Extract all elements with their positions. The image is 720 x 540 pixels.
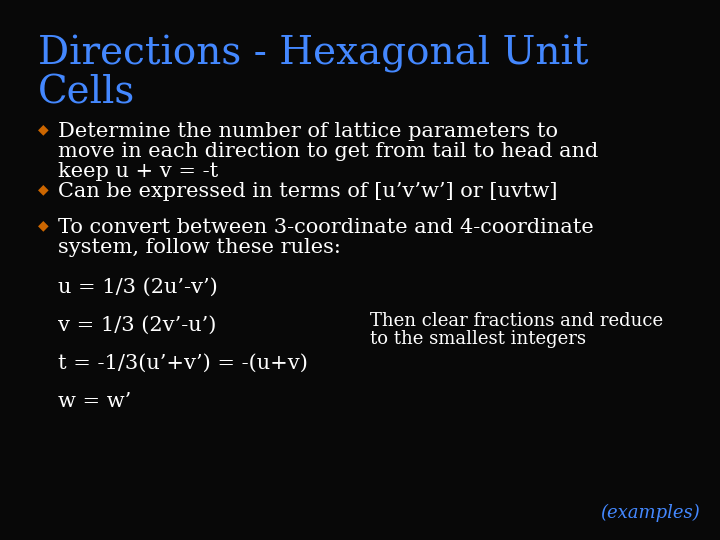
Text: (examples): (examples) xyxy=(600,504,700,522)
Text: Directions - Hexagonal Unit: Directions - Hexagonal Unit xyxy=(38,35,588,73)
Text: t = -1/3(u’+v’) = -(u+v): t = -1/3(u’+v’) = -(u+v) xyxy=(58,354,308,373)
Text: v = 1/3 (2v’-u’): v = 1/3 (2v’-u’) xyxy=(58,316,217,335)
Text: ◆: ◆ xyxy=(38,182,49,196)
Text: To convert between 3-coordinate and 4-coordinate: To convert between 3-coordinate and 4-co… xyxy=(58,218,594,237)
Text: ◆: ◆ xyxy=(38,218,49,232)
Text: w = w’: w = w’ xyxy=(58,392,131,411)
Text: u = 1/3 (2u’-v’): u = 1/3 (2u’-v’) xyxy=(58,278,217,297)
Text: move in each direction to get from tail to head and: move in each direction to get from tail … xyxy=(58,142,598,161)
Text: Determine the number of lattice parameters to: Determine the number of lattice paramete… xyxy=(58,122,558,141)
Text: to the smallest integers: to the smallest integers xyxy=(370,330,586,348)
Text: Cells: Cells xyxy=(38,75,135,112)
Text: Then clear fractions and reduce: Then clear fractions and reduce xyxy=(370,312,663,330)
Text: ◆: ◆ xyxy=(38,122,49,136)
Text: keep u + v = -t: keep u + v = -t xyxy=(58,162,218,181)
Text: system, follow these rules:: system, follow these rules: xyxy=(58,238,341,257)
Text: Can be expressed in terms of [u’v’w’] or [uvtw]: Can be expressed in terms of [u’v’w’] or… xyxy=(58,182,557,201)
